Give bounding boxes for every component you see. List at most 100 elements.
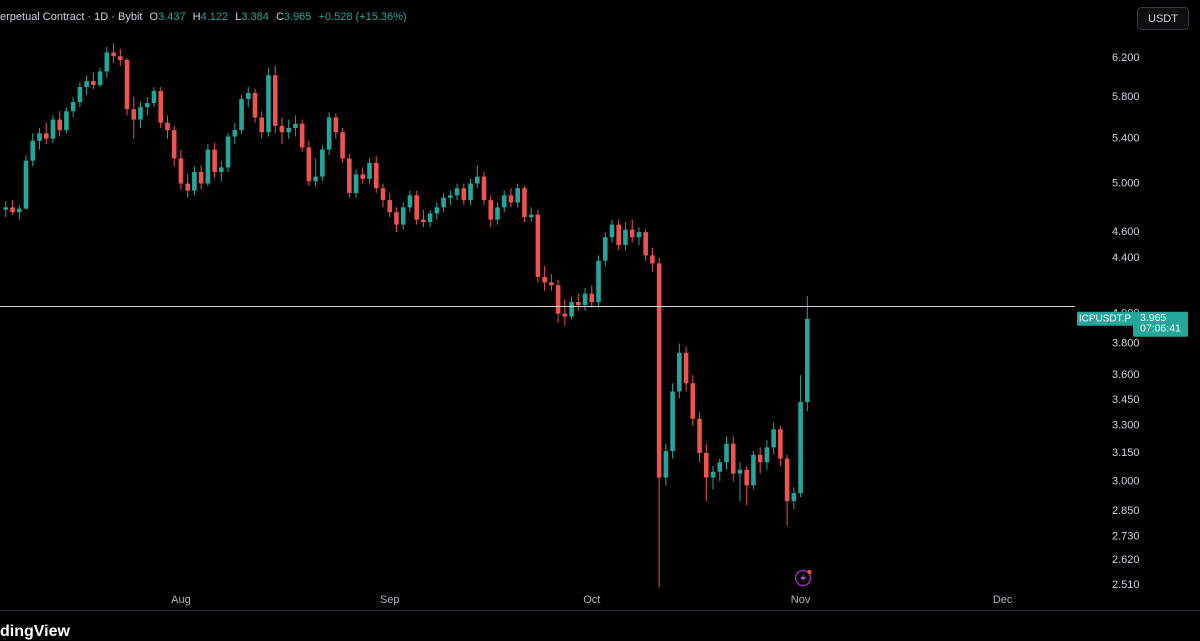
candle-body [380, 188, 386, 201]
candle-body [576, 302, 581, 305]
candle-body [751, 454, 756, 486]
candle-body [286, 127, 291, 133]
event-icon[interactable] [794, 569, 812, 587]
candle-body [481, 176, 487, 201]
candle-body [272, 75, 278, 126]
candle-body [212, 149, 217, 172]
x-tick-label: Aug [171, 594, 191, 606]
candle-body [326, 117, 332, 150]
candle-body [629, 229, 635, 238]
candle-body [84, 81, 89, 88]
candle-body [468, 183, 473, 201]
candle-body [185, 183, 190, 191]
y-tick-label: 3.450 [1112, 394, 1140, 406]
candle-body [744, 469, 749, 486]
candle-body [293, 123, 298, 128]
candle-body [387, 200, 393, 213]
candle-body [670, 391, 675, 452]
ohlc-value: 3.384 [241, 11, 269, 23]
candle-body [104, 52, 110, 72]
candle-body [131, 109, 137, 120]
change: +0.528 (+15.36%) [318, 11, 406, 23]
candle-body [791, 493, 797, 502]
x-tick-label: Oct [583, 594, 600, 606]
candle-body [656, 263, 662, 478]
candle-body [650, 255, 655, 264]
candle-body [118, 56, 123, 61]
candle-body [320, 149, 325, 177]
candle-body [495, 207, 500, 220]
y-tick-label: 5.400 [1112, 133, 1140, 145]
candle-body [407, 195, 413, 208]
candle-body [232, 130, 238, 137]
candle-body [683, 352, 689, 384]
candle-body [596, 260, 601, 303]
candle-body [198, 171, 204, 184]
candle-body [515, 188, 520, 203]
y-tick-label: 3.600 [1112, 369, 1140, 381]
currency-label[interactable]: USDT [1148, 13, 1178, 25]
y-tick-label: 3.150 [1112, 447, 1140, 459]
candle-body [757, 454, 763, 463]
candle-body [64, 111, 69, 131]
candle-body [97, 71, 103, 86]
candle-body [171, 130, 177, 159]
y-tick-label: 2.730 [1112, 530, 1140, 542]
symbol-label: ICPUSDT.P [1079, 313, 1132, 324]
candle-body [784, 458, 790, 502]
candle-body [636, 232, 642, 238]
candle-body [703, 452, 709, 478]
y-tick-label: 3.800 [1112, 337, 1140, 349]
candle-body [427, 213, 433, 223]
ohlc-key: C [276, 11, 284, 23]
currency-button-box[interactable] [1137, 7, 1189, 30]
candle-body [151, 91, 157, 104]
candle-body [299, 123, 305, 148]
candle-body [454, 188, 460, 196]
ohlc-value: 3.965 [284, 11, 312, 23]
y-tick-label: 2.510 [1112, 579, 1140, 591]
candle-body [690, 383, 696, 419]
candle-body [717, 462, 723, 472]
y-tick-label: 5.800 [1112, 91, 1140, 103]
candle-body [589, 293, 595, 303]
y-tick-label: 2.620 [1112, 554, 1140, 566]
candle-body [724, 443, 729, 463]
candle-body [37, 133, 42, 141]
candle-body [225, 136, 231, 168]
candle-body [192, 171, 197, 191]
event-icon-bolt[interactable] [800, 573, 807, 583]
candle-body [805, 318, 810, 403]
candle-body [57, 119, 62, 131]
candle-body [609, 224, 615, 238]
y-tick-label: 6.200 [1112, 52, 1140, 64]
candle-body [643, 232, 648, 256]
y-tick-label: 5.000 [1112, 177, 1140, 189]
candle-body [178, 158, 184, 184]
x-tick-label: Sep [380, 594, 400, 606]
candle-body [441, 197, 446, 208]
candle-body [764, 447, 770, 463]
candle-body [677, 352, 682, 392]
currency-button[interactable]: USDT [1137, 7, 1189, 30]
plot-area [3, 43, 810, 588]
candle-body [70, 102, 76, 112]
candle-body [798, 402, 803, 494]
candle-body [616, 224, 622, 245]
candle-body [306, 147, 312, 182]
candle-body [50, 119, 56, 139]
candle-body [448, 195, 453, 198]
header: erpetual Contract · 1D · Bybit O3.437 H4… [0, 11, 407, 23]
candle-body [522, 188, 527, 218]
candle-body [266, 75, 271, 133]
ohlc-key: H [193, 11, 201, 23]
candle-body [333, 117, 339, 133]
candle-body [602, 237, 608, 261]
candle-body [239, 99, 244, 131]
candle-body [252, 93, 258, 118]
candle-body [778, 429, 783, 459]
candle-body [259, 117, 265, 133]
candle-body [367, 162, 372, 179]
candle-body [697, 418, 702, 453]
symbol-info: erpetual Contract · 1D · Bybit [0, 11, 142, 23]
